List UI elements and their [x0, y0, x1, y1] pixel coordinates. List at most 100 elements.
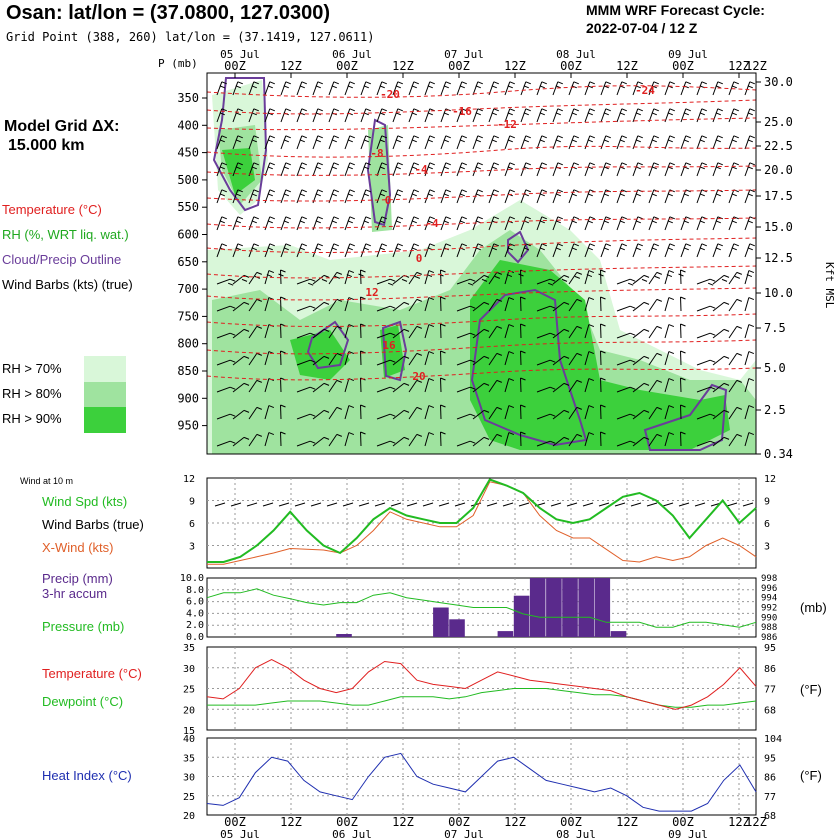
wind-barb: [488, 379, 503, 393]
wind-barb: [712, 274, 730, 285]
wind-barb: [408, 406, 423, 420]
temp-f-tick: 95: [764, 643, 776, 654]
rh90-upper: [222, 148, 255, 195]
wind-barb: [616, 413, 636, 420]
bottom-hour-label: 12Z: [728, 815, 750, 829]
wind-tick-right: 9: [764, 497, 770, 508]
wind-barb: [712, 81, 723, 96]
wind-barb: [712, 108, 723, 123]
wind-barb: [536, 108, 547, 123]
temp-f-tick: 86: [764, 664, 776, 675]
wind-barb: [744, 189, 755, 204]
height-tick-label: 25.0: [764, 115, 793, 129]
wind-barb: [648, 81, 659, 96]
wind-barb: [440, 162, 451, 177]
temperature-contour-label: -16: [452, 105, 472, 118]
temperature-contour-label: -20: [380, 88, 400, 101]
wind-barb: [520, 431, 526, 447]
wind-barb: [456, 305, 476, 312]
wind-barbs-true-legend: Wind Barbs (true): [42, 517, 144, 532]
precip-bar: [562, 578, 578, 637]
wind-barb: [680, 404, 686, 420]
wind-barb: [278, 269, 286, 285]
cloud-outline-6: [470, 288, 588, 447]
pressure-tick-label: 350: [177, 91, 199, 105]
wind-barb: [648, 162, 659, 177]
wind-barb: [376, 135, 387, 150]
wind-barb: [584, 297, 595, 312]
temp-contour-1: [206, 85, 757, 98]
wind-barb: [296, 440, 316, 447]
wind-barb: [536, 135, 547, 150]
wind-barb: [520, 135, 531, 150]
bottom-hour-label: 12Z: [504, 815, 526, 829]
top-hour-label: 12Z: [616, 59, 638, 73]
wind-barb: [440, 431, 446, 447]
wind-tick-right: 3: [764, 542, 770, 553]
surface-wind-barb: [278, 502, 290, 507]
wind-barb: [408, 271, 423, 285]
pressure-legend: Pressure (mb): [42, 619, 125, 634]
wind-barb: [504, 297, 515, 312]
wind-barb: [312, 409, 330, 420]
wind-barb: [712, 409, 730, 420]
wind-barb: [312, 162, 323, 177]
top-hour-label: 12Z: [745, 59, 767, 73]
wind-barb: [424, 378, 435, 393]
precip-tick: 10.0: [180, 573, 204, 584]
surface-wind-barb: [486, 502, 498, 507]
top-hour-label: 12Z: [280, 59, 302, 73]
wind-barb: [696, 278, 716, 286]
wind-barb: [664, 324, 675, 339]
wind-barb: [312, 274, 330, 285]
wind-barb: [440, 377, 446, 393]
wind-barb: [568, 406, 583, 420]
wind-barb: [280, 135, 291, 150]
wind-barb: [568, 352, 583, 366]
wind-barb: [600, 323, 606, 339]
wind-barb: [728, 433, 743, 447]
wind-barb: [680, 135, 691, 150]
bottom-hour-label: 00Z: [224, 815, 246, 829]
bottom-day-label: 05 Jul: [220, 828, 260, 840]
wind-barb: [312, 81, 323, 96]
wind-barb: [392, 135, 403, 150]
wind-barb: [536, 386, 556, 393]
wind-barb: [408, 325, 423, 339]
temp-contour-4: [206, 145, 757, 158]
wind-barb: [568, 379, 583, 393]
wind-barb: [504, 324, 515, 339]
pressure-tick-label: 800: [177, 337, 199, 351]
wind-barb: [296, 278, 316, 286]
wind-barb: [664, 243, 675, 258]
wind-barb: [728, 216, 739, 231]
wind-tick-right: 12: [764, 474, 776, 485]
temp-f-tick: 68: [764, 705, 776, 716]
wind-barb: [392, 382, 410, 393]
rh90-region: [290, 330, 350, 380]
wind-barb: [616, 359, 636, 366]
wind-barb: [344, 405, 355, 420]
height-tick-label: 15.0: [764, 220, 793, 234]
pressure-tick-label: 950: [177, 419, 199, 433]
wind-barb: [632, 382, 650, 393]
heat-index-line: [206, 752, 757, 812]
wind-barb: [678, 269, 686, 285]
heat-c-tick: 30: [183, 773, 195, 784]
wind-barb: [664, 432, 675, 447]
surface-wind-barb: [454, 502, 466, 507]
wind-barb: [280, 189, 291, 204]
cloud-outline-2: [366, 118, 392, 227]
wind-barb: [456, 162, 467, 177]
top-hour-label: 12Z: [728, 59, 750, 73]
wind-barb: [408, 135, 419, 150]
wind-barbs: [216, 81, 755, 447]
wind-barb: [312, 382, 330, 393]
wind-barb: [472, 436, 490, 447]
height-tick-label: 10.0: [764, 286, 793, 300]
wind-barb: [456, 413, 476, 420]
rh-legend: RH (%, WRT liq. wat.): [2, 227, 129, 242]
wind-barb: [216, 278, 236, 286]
wind-barb: [696, 413, 716, 420]
pressure-tick: 998: [761, 574, 777, 584]
